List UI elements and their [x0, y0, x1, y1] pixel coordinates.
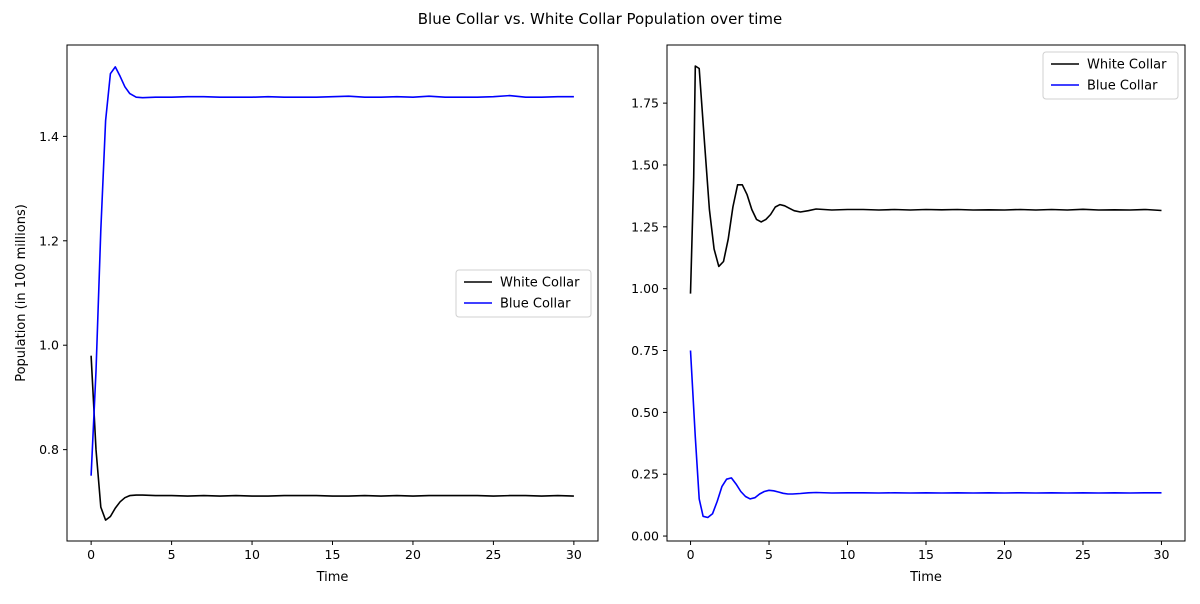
y-tick-label: 1.50: [631, 157, 659, 172]
y-axis-label: Population (in 100 millions): [14, 204, 29, 382]
legend-label: Blue Collar: [500, 297, 571, 312]
x-axis-label: Time: [316, 570, 349, 585]
legend: White Collar Blue Collar: [1042, 51, 1179, 100]
y-tick-label: 1.25: [631, 219, 659, 234]
x-tick-label: 0: [87, 547, 95, 562]
legend-label: White Collar: [500, 276, 580, 291]
series-line-white-collar: [689, 65, 1162, 294]
x-tick-label: 20: [997, 547, 1013, 562]
series-line-blue-collar: [90, 66, 574, 476]
x-tick-label: 20: [405, 547, 421, 562]
x-tick-label: 15: [918, 547, 934, 562]
x-tick-label: 30: [566, 547, 582, 562]
y-tick-label: 0.00: [631, 529, 659, 544]
y-tick-label: 1.2: [39, 233, 59, 248]
x-tick-label: 10: [840, 547, 856, 562]
y-tick-label: 1.75: [631, 96, 659, 111]
x-tick-label: 10: [244, 547, 260, 562]
y-tick-label: 0.25: [631, 467, 659, 482]
y-tick-label: 1.00: [631, 281, 659, 296]
series-line-white-collar: [90, 355, 574, 521]
left-panel: 0 5 10 15 20 25 30 0.8 1.0 1.2 1.4 Time Population (…: [14, 44, 599, 585]
x-tick-label: 30: [1154, 547, 1170, 562]
figure-suptitle: Blue Collar vs. White Collar Population …: [418, 10, 782, 28]
x-tick-label: 15: [325, 547, 341, 562]
x-tick-label: 25: [485, 547, 501, 562]
series-line-blue-collar: [689, 350, 1162, 519]
legend-label: Blue Collar: [1087, 79, 1158, 94]
series-group: [689, 65, 1162, 519]
y-tick-label: 0.75: [631, 343, 659, 358]
x-axis-label: Time: [909, 570, 942, 585]
y-tick-label: 0.50: [631, 405, 659, 420]
series-group: [90, 66, 574, 521]
x-tick-label: 5: [765, 547, 773, 562]
legend-label: White Collar: [1087, 58, 1167, 73]
right-panel: 0 5 10 15 20 25 30 0.00 0.25 0.50 0.75 1.00 1.25 1.50…: [631, 44, 1186, 585]
y-tick-label: 1.0: [39, 338, 59, 353]
x-tick-label: 25: [1075, 547, 1091, 562]
y-tick-label: 0.8: [39, 442, 59, 457]
x-tick-label: 0: [687, 547, 695, 562]
x-tick-label: 5: [168, 547, 176, 562]
legend: White Collar Blue Collar: [455, 269, 592, 318]
y-tick-label: 1.4: [39, 129, 59, 144]
